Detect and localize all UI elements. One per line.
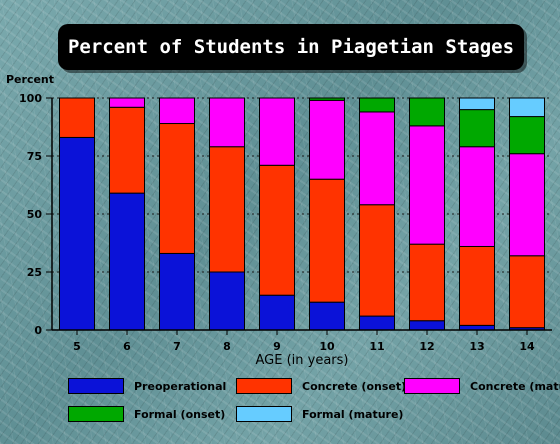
bar-segment bbox=[359, 315, 395, 331]
x-tick-label: 5 bbox=[73, 340, 81, 353]
bar-segment bbox=[109, 97, 145, 108]
bar-segment bbox=[359, 204, 395, 317]
x-tick-label: 7 bbox=[173, 340, 181, 353]
legend-label: Concrete (onset) bbox=[302, 379, 407, 393]
bar-segment bbox=[409, 243, 445, 322]
bar-segment bbox=[459, 245, 495, 326]
x-tick-label: 6 bbox=[123, 340, 131, 353]
bar-segment bbox=[459, 109, 495, 148]
x-tick-label: 10 bbox=[319, 340, 335, 353]
legend-label: Preoperational bbox=[134, 379, 227, 393]
chart-title: Percent of Students in Piagetian Stages bbox=[67, 36, 515, 58]
legend-label: Formal (mature) bbox=[302, 407, 404, 421]
bar-segment bbox=[509, 153, 545, 257]
legend-item: Formal (onset) bbox=[68, 406, 225, 422]
bar-segment bbox=[259, 164, 295, 296]
bar-segment bbox=[59, 97, 95, 138]
bar-segment bbox=[309, 178, 345, 303]
legend-swatch bbox=[68, 378, 124, 394]
bar-segment bbox=[509, 97, 545, 118]
y-tick-label: 50 bbox=[27, 208, 43, 221]
bar-segment bbox=[159, 123, 195, 254]
bar-segment bbox=[359, 111, 395, 206]
bar-segment bbox=[109, 192, 145, 331]
chart-title-box: Percent of Students in Piagetian Stages bbox=[58, 24, 524, 70]
legend-item: Concrete (mature) bbox=[404, 378, 560, 394]
bar-segment bbox=[209, 271, 245, 331]
bar-segment bbox=[509, 255, 545, 329]
bar-segment bbox=[159, 252, 195, 331]
bar-segment bbox=[359, 97, 395, 113]
y-tick-label: 25 bbox=[27, 266, 42, 279]
y-tick-label: 100 bbox=[19, 92, 42, 105]
legend-item: Formal (mature) bbox=[236, 406, 403, 422]
bar-segment bbox=[209, 146, 245, 273]
bar-segment bbox=[409, 125, 445, 245]
legend-swatch bbox=[236, 406, 292, 422]
legend-item: Concrete (onset) bbox=[236, 378, 406, 394]
bar-segment bbox=[509, 116, 545, 155]
x-axis-label: AGE (in years) bbox=[256, 353, 349, 368]
bar-segment bbox=[159, 97, 195, 125]
legend-label: Formal (onset) bbox=[134, 407, 226, 421]
bar-segment bbox=[409, 97, 445, 127]
x-tick-label: 11 bbox=[369, 340, 384, 353]
bar-segment bbox=[309, 301, 345, 331]
y-tick-label: 75 bbox=[27, 150, 42, 163]
legend-item: Preoperational bbox=[68, 378, 226, 394]
y-tick-label: 0 bbox=[34, 324, 42, 337]
bar-segment bbox=[109, 106, 145, 194]
bar-segment bbox=[259, 97, 295, 166]
bar-segment bbox=[459, 97, 495, 111]
bar-segment bbox=[309, 99, 345, 180]
x-tick-label: 12 bbox=[419, 340, 434, 353]
bar-segment bbox=[309, 97, 345, 101]
bar-segment bbox=[409, 320, 445, 331]
bar-segment bbox=[209, 97, 245, 148]
legend-swatch bbox=[404, 378, 460, 394]
axes: 0 25 50 75 100 5 6 7 8 9 10 11 12 13 14 bbox=[19, 92, 552, 353]
legend-label: Concrete (mature) bbox=[470, 379, 560, 393]
x-tick-label: 9 bbox=[273, 340, 281, 353]
bar-segment bbox=[259, 294, 295, 331]
y-axis-label: Percent bbox=[6, 73, 54, 86]
legend-swatch bbox=[236, 378, 292, 394]
bar-segment bbox=[59, 136, 95, 331]
x-tick-label: 8 bbox=[223, 340, 231, 353]
bars bbox=[59, 97, 545, 331]
legend-swatch bbox=[68, 406, 124, 422]
bar-segment bbox=[459, 146, 495, 247]
x-tick-label: 13 bbox=[469, 340, 484, 353]
x-tick-label: 14 bbox=[519, 340, 535, 353]
